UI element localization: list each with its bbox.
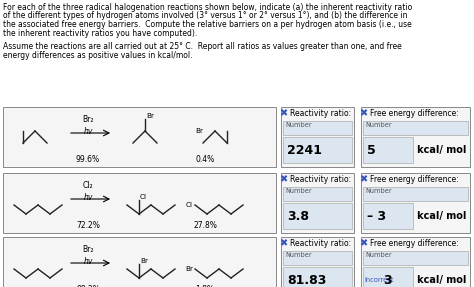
Bar xyxy=(363,137,413,163)
Text: Br₂: Br₂ xyxy=(82,245,94,254)
Text: ✖: ✖ xyxy=(279,108,287,118)
Text: 2241: 2241 xyxy=(287,144,322,156)
Bar xyxy=(363,121,468,135)
Bar xyxy=(361,237,470,287)
Text: Number: Number xyxy=(365,252,392,258)
Text: Reactivity ratio:: Reactivity ratio: xyxy=(290,109,351,118)
Text: kcal/ mol: kcal/ mol xyxy=(417,145,466,155)
Text: ✖: ✖ xyxy=(359,108,367,118)
Text: ✖: ✖ xyxy=(279,174,287,184)
Bar xyxy=(281,173,354,233)
Text: Free energy difference:: Free energy difference: xyxy=(370,109,459,118)
Bar xyxy=(283,203,352,229)
Text: 99.6%: 99.6% xyxy=(76,155,100,164)
Bar xyxy=(283,137,352,163)
Text: Cl₂: Cl₂ xyxy=(82,181,93,190)
Text: 3.8: 3.8 xyxy=(287,210,309,222)
Text: Free energy difference:: Free energy difference: xyxy=(370,239,459,248)
Bar xyxy=(283,267,352,287)
Text: hv: hv xyxy=(83,127,93,136)
Text: For each of the three radical halogenation reactions shown below, indicate (a) t: For each of the three radical halogenati… xyxy=(3,3,412,12)
Text: Number: Number xyxy=(365,188,392,194)
Text: ✖: ✖ xyxy=(359,174,367,184)
Text: Assume the reactions are all carried out at 25° C.  Report all ratios as values : Assume the reactions are all carried out… xyxy=(3,42,402,51)
Bar xyxy=(361,107,470,167)
Bar xyxy=(3,173,276,233)
Text: Br: Br xyxy=(140,258,148,264)
Text: 81.83: 81.83 xyxy=(287,274,327,286)
Text: Cl: Cl xyxy=(186,202,193,208)
Bar xyxy=(281,107,354,167)
Bar xyxy=(283,251,352,265)
Text: hv: hv xyxy=(83,257,93,266)
Text: 0.4%: 0.4% xyxy=(195,155,215,164)
Text: ✖: ✖ xyxy=(359,238,367,248)
Text: Number: Number xyxy=(365,122,392,128)
Bar xyxy=(283,187,352,201)
Text: Free energy difference:: Free energy difference: xyxy=(370,175,459,184)
Bar xyxy=(3,237,276,287)
Text: – 3: – 3 xyxy=(367,210,386,222)
Bar xyxy=(363,187,468,201)
Text: Cl: Cl xyxy=(140,194,147,200)
Text: Number: Number xyxy=(285,122,311,128)
Bar xyxy=(363,267,413,287)
Bar xyxy=(283,121,352,135)
Text: kcal/ mol: kcal/ mol xyxy=(417,211,466,221)
Text: Reactivity ratio:: Reactivity ratio: xyxy=(290,175,351,184)
Text: Incorrect: Incorrect xyxy=(364,277,393,283)
Text: Number: Number xyxy=(285,188,311,194)
Text: 72.2%: 72.2% xyxy=(76,221,100,230)
Text: 98.2%: 98.2% xyxy=(76,285,100,287)
Text: 5: 5 xyxy=(367,144,376,156)
Text: Br: Br xyxy=(195,128,203,134)
Text: the associated free energy barriers.  Compute the relative barriers on a per hyd: the associated free energy barriers. Com… xyxy=(3,20,412,29)
Text: kcal/ mol: kcal/ mol xyxy=(417,275,466,285)
Text: hv: hv xyxy=(83,193,93,202)
Text: of the different types of hydrogen atoms involved (3° versus 1° or 2° versus 1°): of the different types of hydrogen atoms… xyxy=(3,11,408,20)
Bar xyxy=(363,251,468,265)
Text: 3: 3 xyxy=(383,274,392,286)
Text: Br₂: Br₂ xyxy=(82,115,94,124)
Text: Br: Br xyxy=(185,266,193,272)
Text: Br: Br xyxy=(146,113,154,119)
Text: ✖: ✖ xyxy=(279,238,287,248)
Text: Number: Number xyxy=(285,252,311,258)
Text: Reactivity ratio:: Reactivity ratio: xyxy=(290,239,351,248)
Bar xyxy=(281,237,354,287)
Text: 27.8%: 27.8% xyxy=(193,221,217,230)
Bar xyxy=(363,203,413,229)
Text: 1.8%: 1.8% xyxy=(195,285,215,287)
Bar xyxy=(361,173,470,233)
Text: energy differences as positive values in kcal/mol.: energy differences as positive values in… xyxy=(3,51,192,59)
Bar xyxy=(3,107,276,167)
Text: the inherent reactivity ratios you have computed).: the inherent reactivity ratios you have … xyxy=(3,28,197,38)
